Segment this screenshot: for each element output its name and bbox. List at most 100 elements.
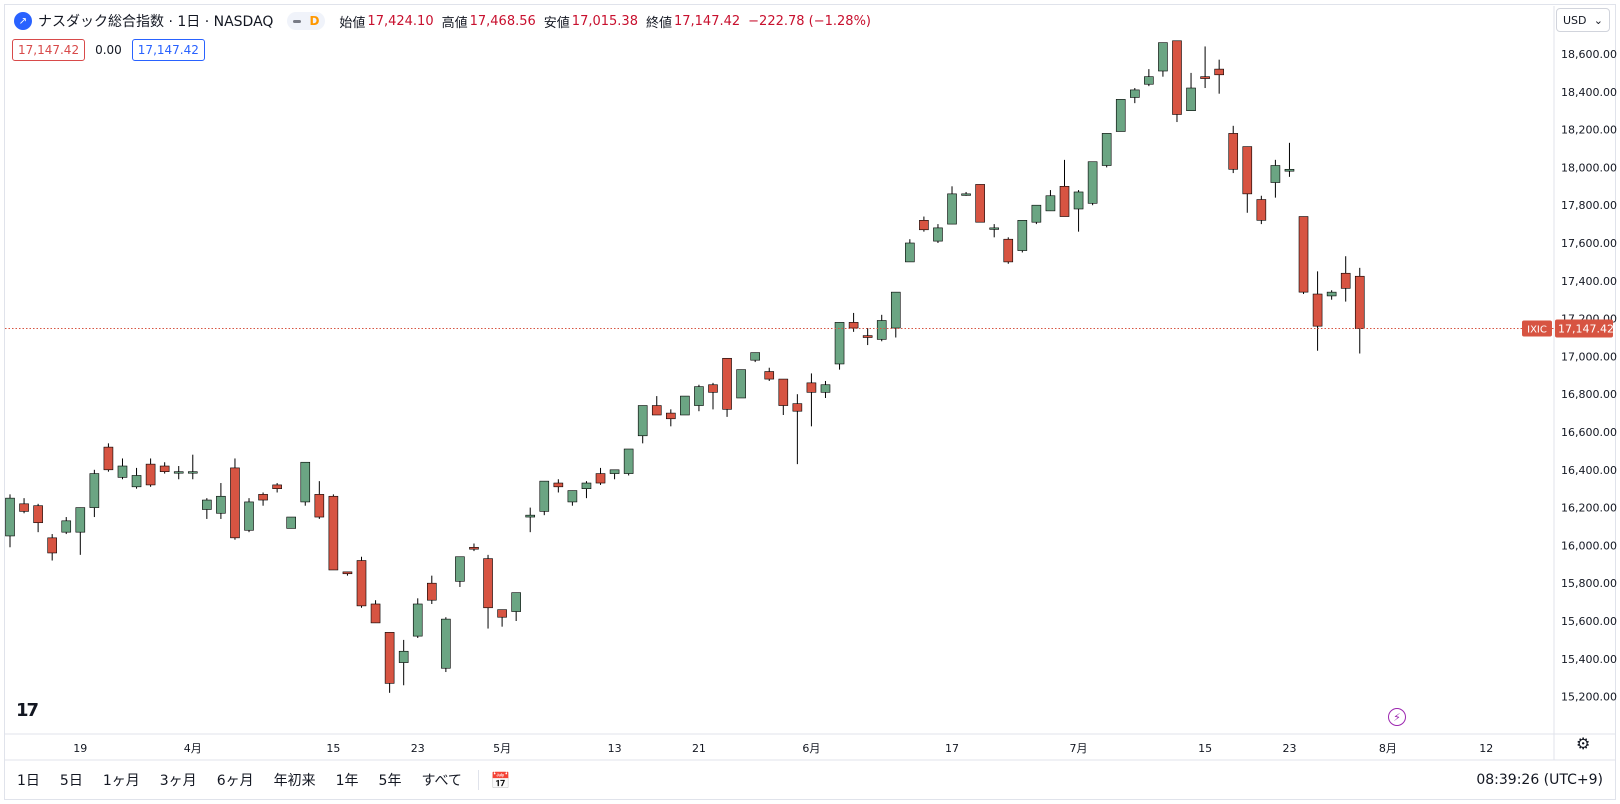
candle[interactable] — [1340, 256, 1351, 302]
candle[interactable] — [173, 466, 184, 480]
candle[interactable] — [1186, 72, 1196, 111]
candle[interactable] — [848, 312, 859, 332]
candle[interactable] — [750, 352, 760, 363]
candle[interactable] — [1200, 46, 1210, 89]
candle[interactable] — [1087, 161, 1098, 206]
flash-icon[interactable]: ⚡ — [1388, 708, 1406, 726]
candle[interactable] — [1298, 216, 1309, 295]
candle[interactable] — [230, 458, 240, 540]
candle[interactable] — [905, 239, 915, 263]
candle[interactable] — [637, 405, 648, 444]
candle[interactable] — [989, 224, 1000, 238]
candle[interactable] — [5, 494, 15, 548]
candle[interactable] — [1242, 146, 1253, 213]
range-all[interactable]: すべて — [421, 773, 462, 789]
candle[interactable] — [398, 639, 409, 686]
candle[interactable] — [258, 492, 268, 506]
candle[interactable] — [820, 380, 831, 398]
candle[interactable] — [483, 554, 493, 629]
candle[interactable] — [595, 467, 606, 485]
candle[interactable] — [159, 462, 170, 474]
range-1y[interactable]: 1年 — [335, 773, 359, 789]
candle[interactable] — [1256, 195, 1267, 225]
y-axis[interactable]: 15,200.00 15,400.00 15,600.00 15,800.00 16,0… — [1561, 48, 1617, 704]
candle[interactable] — [609, 469, 620, 480]
range-1m[interactable]: 1ヶ月 — [102, 773, 140, 789]
symbol-title[interactable]: ナスダック総合指数 · 1日 · NASDAQ — [38, 14, 274, 30]
candle[interactable] — [187, 454, 198, 480]
sell-button[interactable]: 17,147.42 — [12, 39, 86, 61]
candle[interactable] — [342, 571, 353, 576]
candle[interactable] — [1003, 237, 1014, 264]
range-3m[interactable]: 3ヶ月 — [159, 773, 197, 789]
candle[interactable] — [1017, 220, 1028, 253]
range-1d[interactable]: 1日 — [17, 773, 40, 789]
candle[interactable] — [511, 592, 521, 621]
candle[interactable] — [19, 498, 29, 514]
candle[interactable] — [272, 483, 282, 493]
candle[interactable] — [722, 357, 732, 417]
candle[interactable] — [1115, 99, 1126, 132]
candle[interactable] — [469, 543, 479, 552]
currency-select[interactable]: USD ⌄ — [1556, 8, 1610, 32]
candle[interactable] — [1073, 190, 1084, 232]
candle[interactable] — [933, 224, 943, 243]
candle[interactable] — [1326, 290, 1337, 300]
candle[interactable] — [131, 467, 142, 489]
candle[interactable] — [1031, 204, 1042, 225]
candle[interactable] — [975, 184, 985, 223]
candle[interactable] — [384, 632, 395, 693]
candle[interactable] — [244, 498, 254, 533]
candle[interactable] — [216, 483, 226, 519]
buy-button[interactable]: 17,147.42 — [131, 39, 205, 61]
candle[interactable] — [947, 186, 957, 225]
candle[interactable] — [876, 314, 887, 342]
tradingview-logo[interactable]: 17 — [16, 700, 39, 721]
candle[interactable] — [736, 369, 746, 399]
candle[interactable] — [356, 556, 367, 608]
range-ytd[interactable]: 年初来 — [273, 773, 316, 789]
candle[interactable] — [666, 409, 676, 427]
candle[interactable] — [286, 516, 297, 529]
candle[interactable] — [539, 480, 550, 516]
candle[interactable] — [1130, 88, 1140, 104]
candle[interactable] — [1312, 271, 1323, 351]
x-axis[interactable]: 19 4月 15 23 5月 13 21 6月 17 7月 15 23 8月 12 — [73, 742, 1493, 755]
candle[interactable] — [919, 216, 929, 232]
candle[interactable] — [455, 556, 465, 587]
candle[interactable] — [1172, 40, 1182, 123]
candle[interactable] — [1354, 267, 1365, 354]
candle[interactable] — [862, 328, 873, 346]
candle[interactable] — [792, 394, 803, 465]
candle[interactable] — [680, 395, 690, 416]
candle[interactable] — [89, 469, 100, 518]
candle[interactable] — [61, 517, 72, 535]
timezone-clock[interactable]: 08:39:26 (UTC+9) — [1476, 772, 1603, 788]
range-6m[interactable]: 6ヶ月 — [216, 773, 254, 789]
gear-icon[interactable]: ⚙ — [1576, 734, 1591, 753]
candle[interactable] — [525, 507, 536, 533]
candle[interactable] — [806, 373, 817, 427]
candle[interactable] — [1270, 159, 1281, 198]
candle[interactable] — [567, 490, 578, 506]
candle[interactable] — [1284, 142, 1295, 177]
candle[interactable] — [412, 598, 423, 639]
candle[interactable] — [1158, 42, 1168, 77]
candle[interactable] — [33, 503, 43, 533]
candle[interactable] — [1214, 59, 1224, 94]
candle[interactable] — [764, 367, 775, 381]
candle[interactable] — [694, 384, 704, 412]
candle[interactable] — [890, 291, 901, 338]
candle[interactable] — [370, 600, 381, 624]
market-status-badge[interactable]: D — [287, 12, 326, 30]
candle[interactable] — [1228, 125, 1239, 174]
candle[interactable] — [441, 617, 451, 673]
candle[interactable] — [834, 322, 845, 370]
candle[interactable] — [623, 448, 634, 476]
range-5d[interactable]: 5日 — [59, 773, 83, 789]
candle[interactable] — [145, 458, 156, 487]
candle[interactable] — [1144, 69, 1154, 87]
candle[interactable] — [1059, 159, 1070, 217]
candle[interactable] — [75, 507, 86, 555]
